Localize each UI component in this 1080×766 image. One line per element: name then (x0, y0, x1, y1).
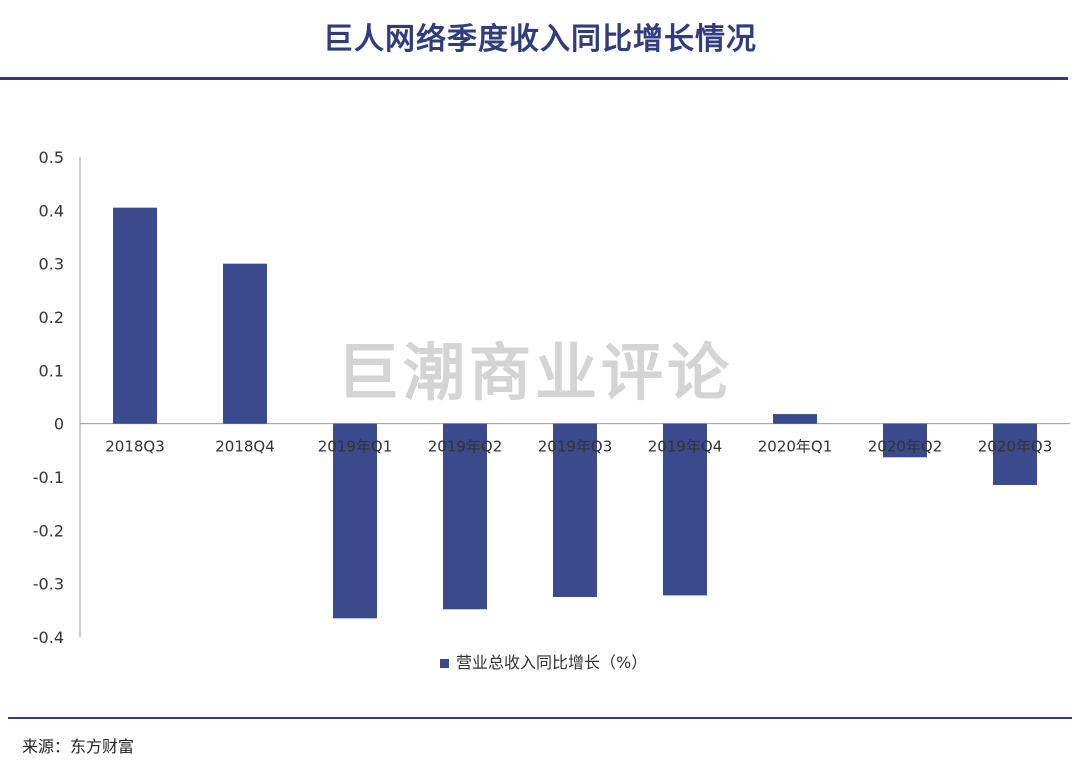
x-tick-label: 2019年Q2 (428, 438, 503, 456)
y-tick-label: -0.2 (33, 521, 64, 540)
source-note: 来源：东方财富 (22, 737, 135, 756)
x-tick-label: 2018Q4 (215, 438, 275, 456)
bar (553, 423, 597, 597)
footer-divider (8, 717, 1072, 719)
y-tick-label: -0.3 (33, 575, 64, 594)
bar (883, 423, 927, 458)
x-tick-label: 2018Q3 (105, 438, 165, 456)
bar (993, 423, 1037, 485)
y-tick-label: 0.2 (39, 308, 64, 327)
x-tick-label: 2020年Q3 (978, 438, 1053, 456)
legend-swatch (440, 659, 449, 668)
y-tick-label: -0.1 (33, 468, 64, 487)
bar (663, 423, 707, 596)
y-tick-label: 0 (54, 415, 64, 434)
bar (333, 423, 377, 619)
y-tick-label: -0.4 (33, 628, 64, 647)
bar (443, 423, 487, 610)
title-divider (0, 77, 1068, 80)
y-tick-label: 0.4 (39, 201, 64, 220)
chart-title: 巨人网络季度收入同比增长情况 (323, 22, 757, 57)
x-tick-label: 2019年Q3 (538, 438, 613, 456)
x-tick-label: 2019年Q4 (648, 438, 723, 456)
y-tick-label: 0.1 (39, 361, 64, 380)
x-tick-label: 2020年Q1 (758, 438, 833, 456)
bar (773, 414, 817, 424)
y-tick-label: 0.3 (39, 255, 64, 274)
bar (223, 263, 267, 424)
y-tick-label: 0.5 (39, 148, 64, 167)
x-tick-label: 2019年Q1 (318, 438, 393, 456)
bar (113, 207, 157, 424)
x-tick-label: 2020年Q2 (868, 438, 943, 456)
legend-label: 营业总收入同比增长（%） (456, 653, 647, 672)
